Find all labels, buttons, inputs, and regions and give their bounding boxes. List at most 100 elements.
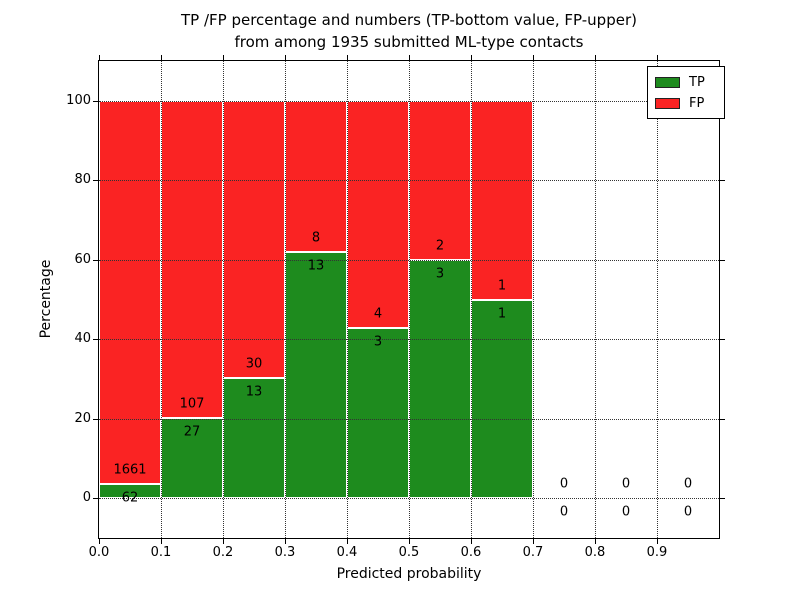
- x-tick-mark-top: [223, 55, 224, 60]
- tp-count-label: 3: [435, 266, 445, 282]
- x-tick-label: 0.4: [336, 545, 358, 560]
- y-tick-label: 20: [74, 410, 91, 426]
- chart-title: TP /FP percentage and numbers (TP-bottom…: [99, 9, 719, 53]
- x-tick-mark: [161, 539, 162, 544]
- y-tick-label: 80: [74, 172, 91, 188]
- x-tick-mark: [223, 539, 224, 544]
- tp-count-label: 0: [559, 504, 569, 520]
- legend-label-tp: TP: [689, 75, 705, 90]
- x-tick-mark-top: [161, 55, 162, 60]
- x-tick-mark-top: [347, 55, 348, 60]
- y-tick-label: 0: [82, 490, 91, 505]
- chart-title-line1: TP /FP percentage and numbers (TP-bottom…: [181, 11, 637, 29]
- y-tick-mark-right: [720, 339, 725, 341]
- bars-layer: [99, 61, 719, 538]
- fp-count-label: 0: [683, 476, 693, 492]
- x-tick-label: 0.9: [646, 545, 668, 560]
- y-tick-mark: [93, 339, 98, 341]
- x-tick-mark-top: [99, 55, 100, 60]
- y-tick-mark-right: [720, 498, 725, 499]
- y-tick-mark: [93, 101, 98, 102]
- x-tick-mark: [409, 539, 410, 544]
- vertical-gridline: [347, 61, 348, 538]
- x-tick-label: 0.6: [460, 545, 482, 560]
- x-tick-label: 0.0: [88, 545, 110, 560]
- tp-count-label: 0: [683, 504, 693, 520]
- x-tick-label: 0.2: [212, 545, 234, 560]
- fp-count-label: 1661: [113, 462, 147, 478]
- vertical-gridline: [161, 61, 162, 538]
- tp-bar-segment: [285, 252, 347, 498]
- x-tick-mark: [595, 539, 596, 544]
- fp-bar-segment: [161, 101, 223, 418]
- vertical-gridline: [409, 61, 410, 538]
- tp-bar-segment: [347, 327, 409, 498]
- x-tick-label: 0.1: [150, 545, 172, 560]
- legend-item-tp: TP: [655, 72, 717, 93]
- x-tick-label: 0.7: [522, 545, 544, 560]
- x-tick-mark-top: [285, 55, 286, 60]
- x-tick-mark: [285, 539, 286, 544]
- fp-bar-segment: [471, 101, 533, 300]
- y-tick-label: 100: [66, 93, 91, 108]
- fp-count-label: 2: [435, 238, 445, 254]
- y-tick-mark: [93, 418, 98, 420]
- x-tick-mark-top: [657, 55, 658, 60]
- plot-area: 1661 62 107 27 30 13 8 13 4 3 2 3 1 1 0 0 0 0 0 0 TP FP: [98, 60, 725, 539]
- vertical-gridline: [285, 61, 286, 538]
- legend: TP FP: [647, 66, 725, 119]
- x-tick-mark-top: [471, 55, 472, 60]
- tp-bar-segment: [161, 418, 223, 498]
- fp-count-label: 107: [179, 396, 205, 412]
- tp-count-label: 0: [621, 504, 631, 520]
- x-tick-mark: [471, 539, 472, 544]
- x-tick-mark: [99, 539, 100, 544]
- annotations-layer: 1661 62 107 27 30 13 8 13 4 3 2 3 1 1 0 0 0 0 0 0: [99, 61, 719, 538]
- y-tick-label: 60: [74, 251, 91, 267]
- fp-count-label: 1: [497, 278, 507, 293]
- y-tick-mark-right: [720, 259, 725, 261]
- tp-count-label: 62: [121, 490, 139, 506]
- tp-count-label: 13: [245, 384, 263, 400]
- vertical-gridline: [471, 61, 472, 538]
- x-tick-mark-top: [595, 55, 596, 60]
- tp-count-label: 27: [183, 424, 201, 440]
- tp-bar-segment: [99, 483, 161, 498]
- fp-legend-swatch: [655, 98, 680, 109]
- y-tick-mark-right: [720, 180, 725, 182]
- fp-count-label: 4: [373, 306, 383, 322]
- y-tick-label: 40: [74, 331, 91, 347]
- grid-layer: [99, 61, 719, 538]
- legend-label-fp: FP: [689, 96, 705, 111]
- fp-count-label: 0: [559, 476, 569, 492]
- fp-count-label: 8: [311, 230, 321, 246]
- fp-count-label: 0: [621, 476, 631, 492]
- y-tick-mark-right: [720, 418, 725, 420]
- tp-count-label: 3: [373, 334, 383, 350]
- y-tick-mark: [93, 180, 98, 182]
- x-tick-label: 0.5: [398, 545, 420, 560]
- tp-count-label: 13: [307, 258, 325, 274]
- legend-item-fp: FP: [655, 93, 717, 114]
- y-tick-mark: [93, 259, 98, 261]
- x-tick-mark: [347, 539, 348, 544]
- vertical-gridline: [657, 61, 658, 538]
- x-tick-label: 0.8: [584, 545, 606, 560]
- tp-legend-swatch: [655, 77, 680, 88]
- chart-title-line2: from among 1935 submitted ML-type contac…: [234, 33, 584, 51]
- x-tick-mark-top: [533, 55, 534, 60]
- x-axis-label: Predicted probability: [336, 566, 482, 582]
- x-tick-label: 0.3: [274, 545, 296, 560]
- y-tick-mark: [93, 498, 98, 499]
- vertical-gridline: [223, 61, 224, 538]
- x-tick-mark: [657, 539, 658, 544]
- tp-count-label: 1: [497, 306, 507, 321]
- vertical-gridline: [533, 61, 534, 538]
- y-axis-label: Percentage: [38, 259, 54, 339]
- x-tick-mark-top: [409, 55, 410, 60]
- fp-count-label: 30: [245, 356, 263, 372]
- x-tick-mark: [533, 539, 534, 544]
- fp-bar-segment: [99, 101, 161, 484]
- vertical-gridline: [595, 61, 596, 538]
